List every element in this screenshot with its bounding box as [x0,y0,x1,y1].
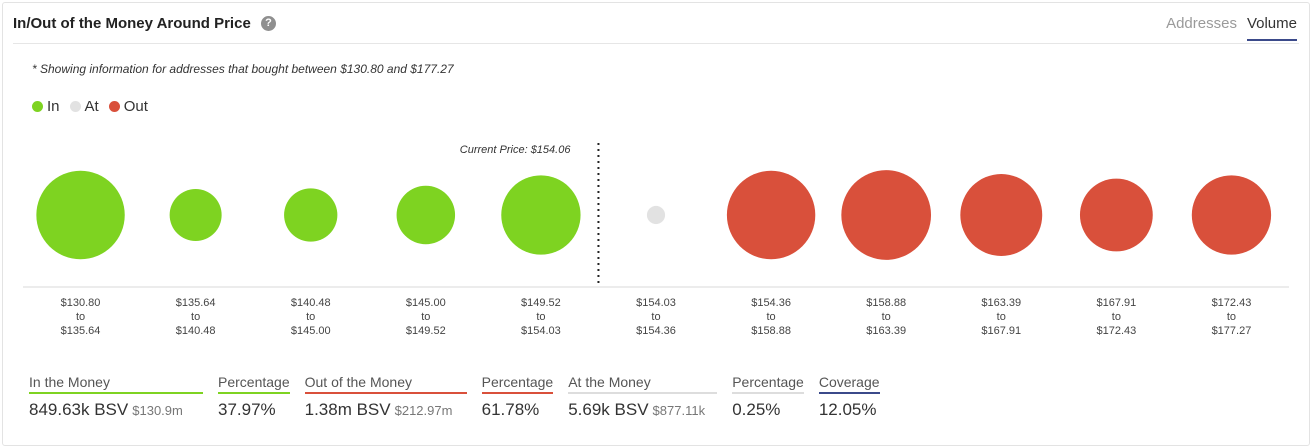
bubble-in[interactable] [501,175,581,255]
stat-label: Percentage [218,374,290,394]
range-label: $163.39 [981,297,1021,309]
stat-value: 0.25% [732,400,804,420]
stat-coverage: Coverage 12.05% [818,374,880,420]
range-note: * Showing information for addresses that… [32,62,454,76]
range-label: $140.48 [176,325,216,337]
legend-item-out[interactable]: Out [108,98,148,115]
bubble-out[interactable] [1079,178,1153,252]
stat-percentage: Percentage 37.97% [218,374,290,420]
legend-in-label: In [47,98,60,115]
range-label: $172.43 [1096,325,1136,337]
range-label: $145.00 [406,297,446,309]
range-label: $135.64 [176,297,216,309]
legend-item-in[interactable]: In [32,98,60,115]
bubble-out[interactable] [1191,175,1272,255]
stat-value: 849.63k BSV $130.9m [29,400,203,420]
stat-value-text: 12.05% [818,400,877,419]
range-label: $167.91 [1096,297,1136,309]
range-label: $149.52 [521,297,561,309]
range-label: $172.43 [1212,297,1252,309]
range-label: to [766,311,775,323]
stat-label: Percentage [732,374,804,394]
stat-label: At the Money [568,374,718,394]
stat-value: 1.38m BSV $212.97m [305,400,467,420]
range-label: $154.03 [521,325,561,337]
range-label: to [191,311,200,323]
bubble-out[interactable] [841,170,932,260]
stat-usd-value: $877.11k [652,403,706,418]
stat-at-the-money: At the Money 5.69k BSV $877.11k [568,374,718,420]
range-label: $154.03 [636,297,676,309]
stat-usd-value: $212.97m [394,403,453,418]
range-label: $145.00 [291,325,331,337]
stat-value: 61.78% [482,400,554,420]
range-label: to [1227,311,1236,323]
widget-title: In/Out of the Money Around Price [13,15,251,32]
summary-stats: In the Money 849.63k BSV $130.9m Percentage… [29,374,880,420]
stat-percentage: Percentage 61.78% [481,374,554,420]
range-label: $149.52 [406,325,446,337]
header-divider [13,43,1299,44]
view-tabs: Addresses Volume [1166,15,1297,41]
stat-value-text: 37.97% [218,400,276,419]
tab-addresses[interactable]: Addresses [1166,15,1237,32]
range-label: $135.64 [61,325,101,337]
range-label: to [421,311,430,323]
stat-value-text: 1.38m BSV [304,400,391,419]
legend-at-dot [69,101,81,112]
bubble-at[interactable] [646,205,666,225]
stat-label: Out of the Money [304,374,467,394]
legend-at-label: At [84,98,99,115]
range-label: to [997,311,1006,323]
bubble-in[interactable] [169,189,222,241]
stat-value-text: 5.69k BSV [568,400,649,419]
stat-out-of-the-money: Out of the Money 1.38m BSV $212.97m [304,374,467,420]
stat-value: 37.97% [218,400,290,420]
stat-value: 5.69k BSV $877.11k [568,400,717,420]
stat-label: Percentage [481,374,554,394]
range-label: to [651,311,660,323]
range-label: $177.27 [1212,325,1252,337]
bubble-in[interactable] [284,188,338,242]
chart-legend: In At Out [32,98,158,115]
current-price-label: Current Price: $154.06 [460,144,572,156]
legend-item-at[interactable]: At [69,98,99,115]
bubble-out[interactable] [726,170,816,260]
legend-in-dot [32,101,43,112]
range-label: $158.88 [751,325,791,337]
legend-out-dot [108,101,120,112]
stat-percentage: Percentage 0.25% [732,374,804,420]
range-label: $140.48 [291,297,331,309]
range-label: $154.36 [636,325,676,337]
stat-label: Coverage [818,374,880,394]
bubble-in[interactable] [36,170,125,260]
range-label: $158.88 [866,297,906,309]
help-icon[interactable]: ? [261,16,276,31]
legend-out-label: Out [123,98,148,115]
stat-value-text: 849.63k BSV [29,400,129,419]
range-label: to [76,311,85,323]
range-label: $154.36 [751,297,791,309]
stat-usd-value: $130.9m [132,403,183,418]
range-label: $130.80 [61,297,101,309]
stat-value-text: 61.78% [481,400,540,419]
tab-volume[interactable]: Volume [1246,15,1297,41]
stat-in-the-money: In the Money 849.63k BSV $130.9m [29,374,203,420]
stat-value: 12.05% [819,400,880,420]
bubble-out[interactable] [960,174,1043,256]
range-label: to [1112,311,1121,323]
range-label: $163.39 [866,325,906,337]
bubble-chart: $130.80 to $135.64 $135.64 to $140.48 $140.48 t… [23,143,1289,337]
range-label: to [536,311,545,323]
range-label: $167.91 [981,325,1021,337]
stat-value-text: 0.25% [732,400,781,419]
bubble-in[interactable] [396,185,456,245]
stat-label: In the Money [29,374,203,394]
range-label: to [306,311,315,323]
range-label: to [882,311,891,323]
